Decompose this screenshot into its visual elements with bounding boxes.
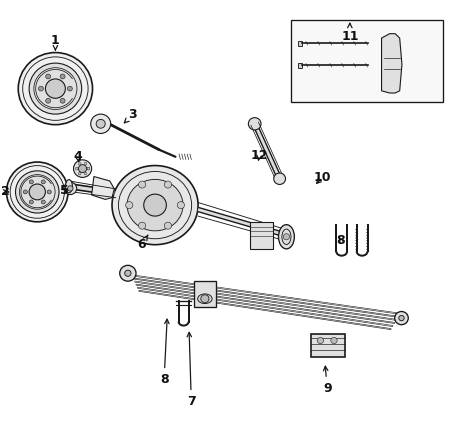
Circle shape — [29, 63, 82, 114]
Bar — [298, 63, 302, 68]
Circle shape — [67, 86, 72, 91]
Circle shape — [29, 200, 33, 204]
Circle shape — [29, 184, 45, 200]
Circle shape — [126, 202, 133, 209]
Text: 9: 9 — [323, 366, 331, 395]
Text: 8: 8 — [336, 234, 345, 247]
Circle shape — [248, 118, 261, 130]
Circle shape — [45, 79, 65, 98]
Circle shape — [138, 222, 146, 229]
Bar — [311, 334, 345, 357]
Circle shape — [395, 311, 408, 325]
Circle shape — [87, 167, 90, 170]
Polygon shape — [92, 176, 114, 199]
Text: 8: 8 — [160, 319, 169, 386]
Circle shape — [91, 114, 111, 134]
Text: 7: 7 — [187, 333, 196, 408]
Circle shape — [18, 52, 92, 125]
Bar — [194, 281, 216, 306]
Bar — [250, 222, 273, 249]
Text: 5: 5 — [60, 184, 69, 197]
Circle shape — [399, 315, 404, 321]
Circle shape — [23, 190, 27, 194]
Text: 10: 10 — [314, 171, 331, 184]
Text: 6: 6 — [137, 235, 148, 251]
Circle shape — [68, 186, 73, 191]
Text: 1: 1 — [51, 34, 60, 50]
Text: 4: 4 — [74, 150, 82, 163]
Circle shape — [177, 202, 185, 209]
Circle shape — [201, 295, 209, 303]
Circle shape — [60, 98, 65, 103]
Circle shape — [46, 74, 51, 79]
Circle shape — [41, 180, 45, 184]
Circle shape — [84, 172, 87, 175]
Circle shape — [120, 265, 136, 281]
Circle shape — [84, 162, 87, 165]
Circle shape — [38, 86, 43, 91]
Circle shape — [165, 181, 171, 188]
Circle shape — [47, 190, 51, 194]
Text: 11: 11 — [341, 23, 359, 43]
Bar — [298, 41, 302, 46]
Polygon shape — [382, 34, 402, 93]
Ellipse shape — [66, 179, 72, 193]
Circle shape — [165, 222, 171, 229]
Circle shape — [41, 200, 45, 204]
Circle shape — [317, 337, 324, 344]
Circle shape — [331, 337, 337, 344]
Text: 2: 2 — [1, 185, 10, 198]
Circle shape — [96, 120, 105, 128]
Circle shape — [144, 194, 166, 216]
Ellipse shape — [112, 165, 198, 245]
Circle shape — [6, 162, 68, 222]
Circle shape — [138, 181, 146, 188]
Text: 12: 12 — [250, 149, 268, 162]
Circle shape — [274, 173, 286, 184]
Ellipse shape — [278, 224, 294, 249]
Ellipse shape — [127, 179, 183, 231]
Circle shape — [74, 160, 92, 177]
Text: 3: 3 — [124, 108, 137, 123]
Circle shape — [79, 164, 87, 172]
Circle shape — [46, 98, 51, 103]
Circle shape — [60, 74, 65, 79]
Circle shape — [29, 180, 33, 184]
Ellipse shape — [197, 294, 212, 303]
Circle shape — [87, 167, 90, 170]
Bar — [291, 20, 443, 102]
Circle shape — [75, 167, 78, 170]
Circle shape — [283, 234, 290, 240]
Circle shape — [78, 162, 81, 165]
Circle shape — [125, 270, 131, 277]
Circle shape — [16, 171, 59, 213]
Circle shape — [78, 172, 81, 175]
Circle shape — [64, 182, 77, 194]
